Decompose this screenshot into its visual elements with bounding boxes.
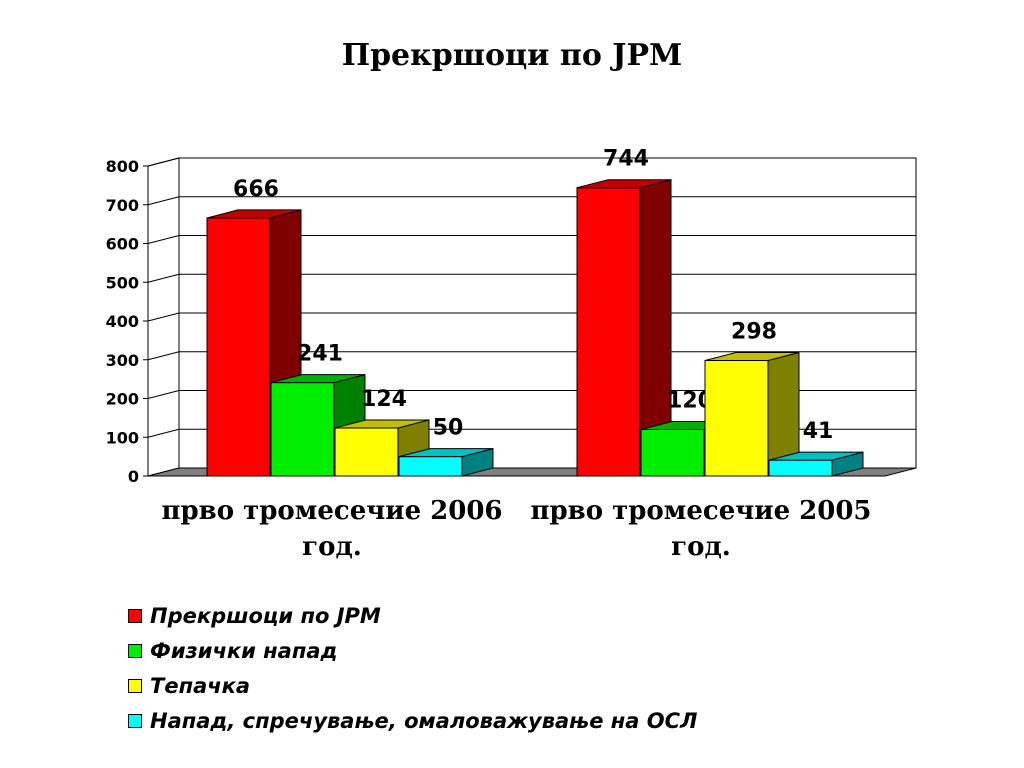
gridline (147, 273, 180, 283)
bar (576, 187, 641, 477)
x-tick-label: прво тромесечие 2005 (530, 496, 871, 526)
data-label: 666 (233, 177, 279, 202)
data-label: 744 (603, 147, 649, 172)
gridline (147, 157, 180, 167)
gridline (147, 390, 180, 399)
legend-swatch (128, 608, 142, 623)
x-tick-label: год. (302, 532, 362, 562)
y-tick-label: 400 (106, 312, 139, 331)
x-tick-label: прво тромесечие 2006 (161, 496, 502, 526)
legend-swatch (128, 678, 142, 693)
legend: Прекршоци по ЈРМ Физички напад Тепачка Напа… (128, 598, 698, 738)
bar (768, 459, 833, 477)
bar-top (334, 419, 430, 429)
bar (206, 217, 271, 477)
bar (704, 360, 769, 477)
data-label: 124 (361, 387, 407, 412)
data-label: 50 (433, 416, 464, 441)
bar-top (704, 352, 800, 362)
y-tick-label: 100 (106, 428, 139, 447)
gridline (147, 351, 180, 361)
bar (640, 429, 705, 477)
y-tick-label: 600 (106, 235, 139, 254)
legend-item: Напад, спречување, омаловажување на ОСЛ (128, 703, 698, 738)
legend-swatch (128, 643, 142, 658)
legend-label: Физички напад (150, 638, 338, 663)
y-tick-label: 700 (106, 196, 139, 215)
bar (334, 427, 399, 477)
legend-label: Прекршоци по ЈРМ (150, 603, 381, 628)
chart-title: Прекршоци по ЈРМ (341, 38, 683, 73)
y-tick-label: 300 (106, 351, 139, 370)
data-label: 241 (297, 342, 343, 367)
bar-top (768, 451, 864, 461)
y-tick-label: 500 (106, 273, 139, 292)
legend-item: Прекршоци по ЈРМ (128, 598, 698, 633)
legend-label: Напад, спречување, омаловажување на ОСЛ (150, 708, 698, 733)
bar-top (576, 179, 672, 189)
x-tick-label: год. (671, 532, 731, 562)
legend-item: Физички напад (128, 633, 698, 668)
bar-top (398, 448, 494, 458)
bar (398, 456, 463, 477)
legend-item: Тепачка (128, 668, 698, 703)
bar-top (206, 209, 302, 219)
bar-top (270, 374, 366, 384)
data-label: 41 (803, 419, 834, 444)
y-tick-label: 800 (106, 157, 139, 176)
bar (270, 382, 335, 477)
gridline (147, 428, 180, 438)
gridline (147, 196, 180, 206)
data-label: 298 (731, 320, 777, 345)
y-tick-label: 0 (128, 467, 139, 486)
legend-swatch (128, 713, 142, 728)
gridline (147, 312, 180, 322)
y-tick-label: 200 (106, 390, 139, 409)
legend-label: Тепачка (150, 673, 251, 698)
gridline (147, 235, 180, 244)
